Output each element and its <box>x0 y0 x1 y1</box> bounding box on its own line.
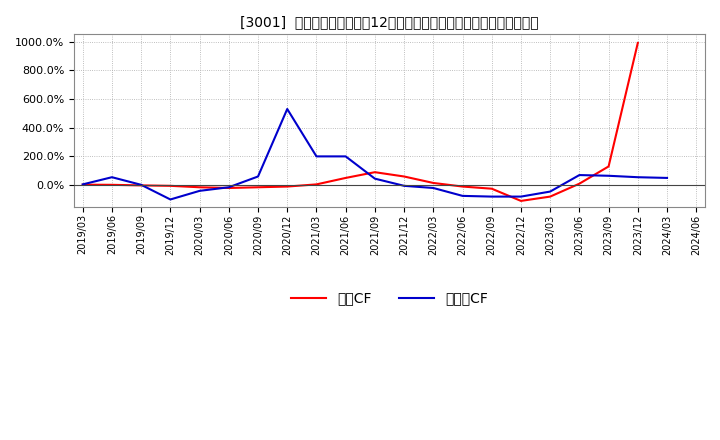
フリーCF <box>371 176 379 181</box>
営業CF <box>546 194 554 199</box>
営業CF <box>195 185 204 190</box>
フリーCF <box>283 106 292 112</box>
Legend: 営業CF, フリーCF: 営業CF, フリーCF <box>286 286 493 311</box>
フリーCF <box>575 172 584 178</box>
フリーCF <box>253 174 262 179</box>
フリーCF <box>517 194 526 199</box>
営業CF <box>429 180 438 186</box>
営業CF <box>400 174 408 179</box>
Line: 営業CF: 営業CF <box>83 43 638 201</box>
営業CF <box>487 186 496 191</box>
フリーCF <box>400 183 408 188</box>
営業CF <box>458 184 467 189</box>
営業CF <box>341 175 350 180</box>
営業CF <box>137 183 145 188</box>
営業CF <box>517 198 526 204</box>
営業CF <box>575 181 584 186</box>
営業CF <box>371 169 379 175</box>
フリーCF <box>604 173 613 178</box>
Title: [3001]  キャッシュフローの12か月移動合計の対前年同期増減率の推移: [3001] キャッシュフローの12か月移動合計の対前年同期増減率の推移 <box>240 15 539 29</box>
営業CF <box>634 40 642 46</box>
営業CF <box>225 185 233 191</box>
フリーCF <box>429 185 438 191</box>
フリーCF <box>166 197 175 202</box>
フリーCF <box>487 194 496 199</box>
フリーCF <box>195 188 204 194</box>
営業CF <box>604 164 613 169</box>
フリーCF <box>78 182 87 187</box>
フリーCF <box>341 154 350 159</box>
営業CF <box>78 182 87 187</box>
フリーCF <box>225 185 233 190</box>
営業CF <box>166 183 175 188</box>
フリーCF <box>312 154 321 159</box>
営業CF <box>283 184 292 189</box>
営業CF <box>253 185 262 190</box>
Line: フリーCF: フリーCF <box>83 109 667 199</box>
フリーCF <box>107 175 116 180</box>
営業CF <box>107 182 116 187</box>
営業CF <box>312 182 321 187</box>
フリーCF <box>634 175 642 180</box>
フリーCF <box>546 189 554 194</box>
フリーCF <box>137 182 145 187</box>
フリーCF <box>458 193 467 198</box>
フリーCF <box>662 175 671 180</box>
